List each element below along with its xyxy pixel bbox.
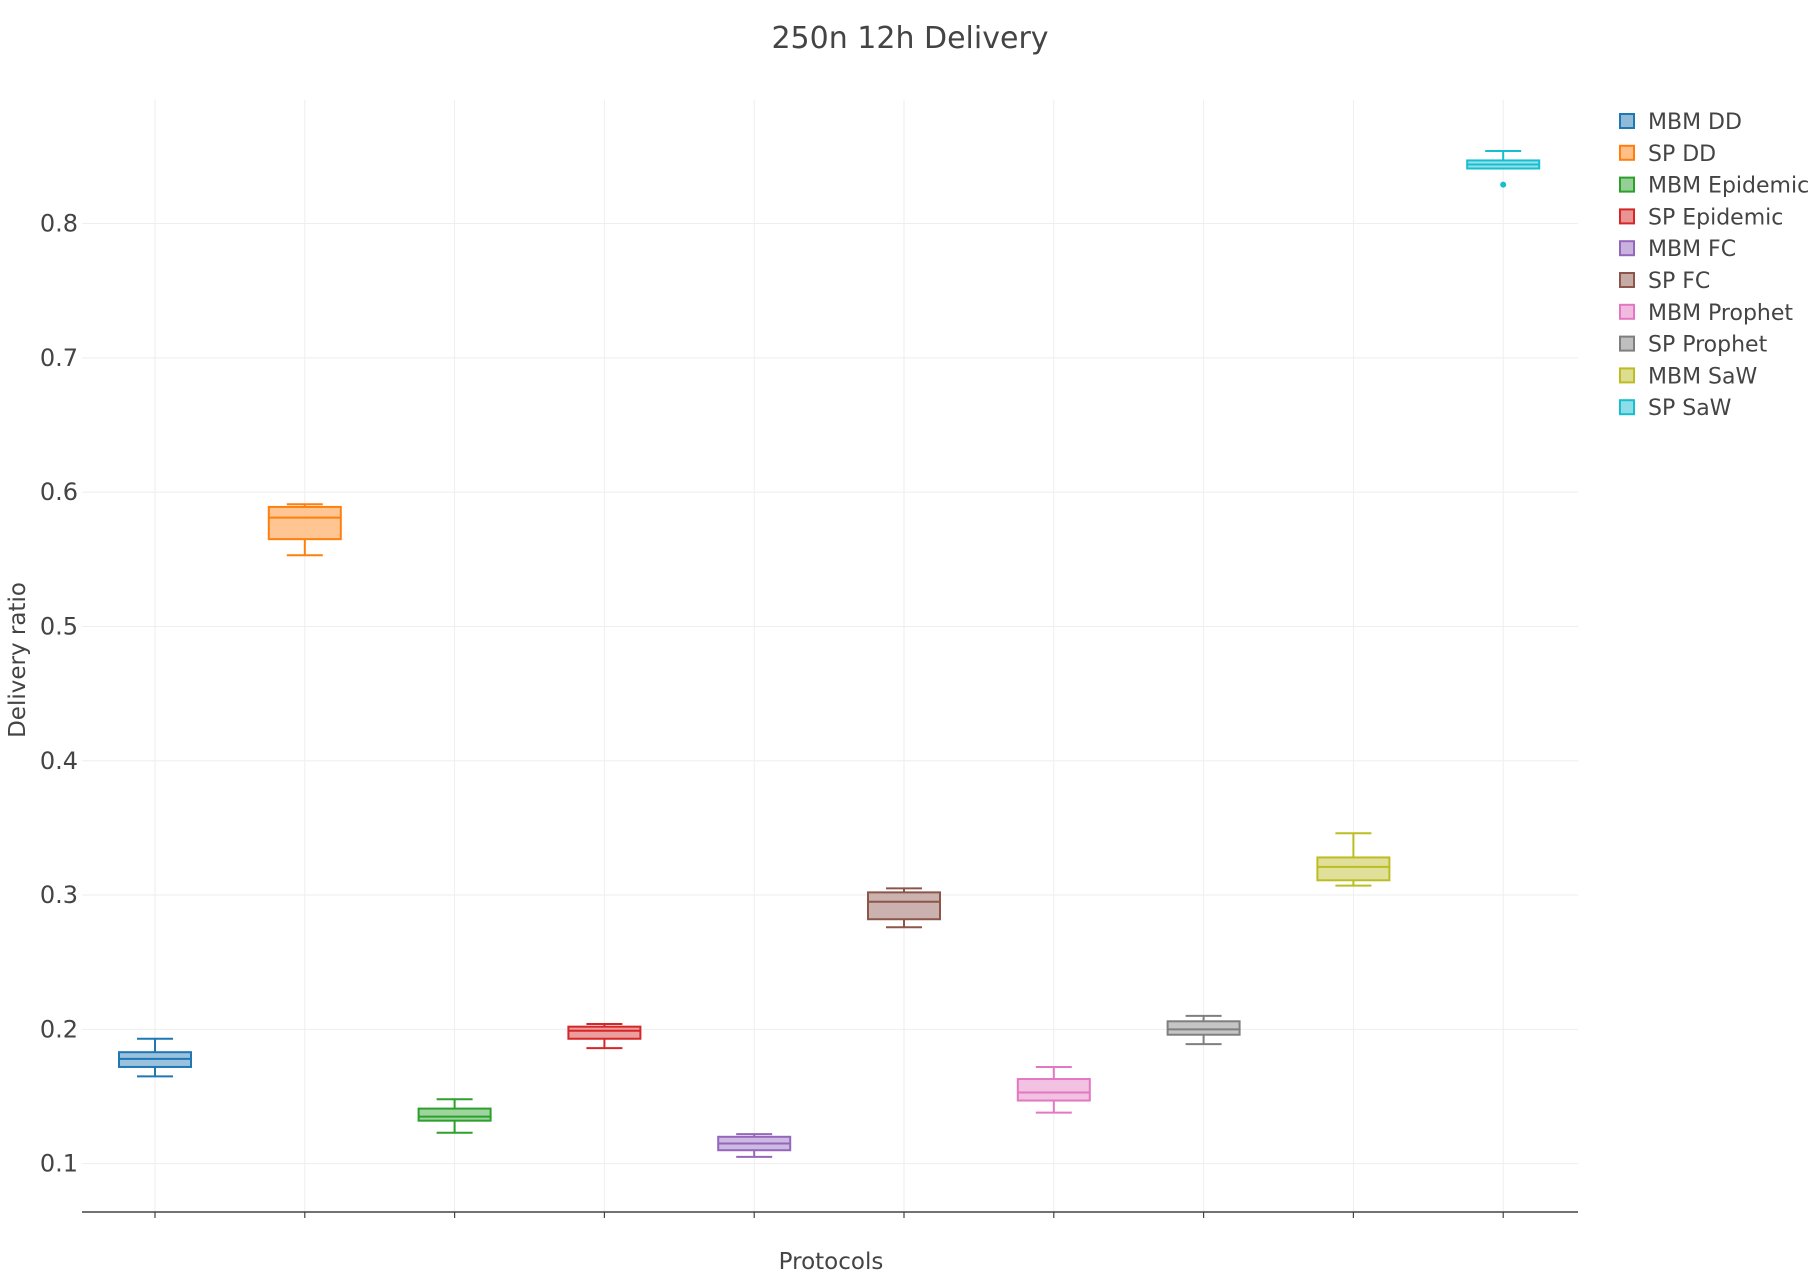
chart-title: 250n 12h Delivery [771,21,1048,56]
legend-item-mbm-fc[interactable]: MBM FC [1619,237,1736,262]
box-sp-epidemic [567,1022,642,1050]
legend-swatch [1619,367,1635,384]
iqr-box [567,1025,642,1040]
outlier-point [1500,181,1507,188]
y-tick-label: 0.2 [40,1015,78,1043]
legend-label: SP Prophet [1648,333,1768,358]
y-tick-label: 0.1 [40,1150,78,1178]
legend-swatch [1619,240,1635,257]
y-tick-label: 0.3 [40,881,78,909]
box-mbm-saw [1316,832,1391,887]
legend-label: MBM DD [1648,110,1742,135]
y-tick-label: 0.6 [40,478,78,506]
box-mbm-prophet [1016,1065,1091,1114]
y-tick-label: 0.8 [40,210,78,238]
legend-item-mbm-prophet[interactable]: MBM Prophet [1619,301,1793,326]
legend-item-sp-prophet[interactable]: SP Prophet [1619,333,1768,358]
y-tick-label: 0.7 [40,344,78,372]
legend-item-mbm-saw[interactable]: MBM SaW [1619,364,1757,389]
legend-swatch [1619,176,1635,193]
legend-swatch [1619,272,1635,288]
box-sp-fc [867,887,941,929]
box-sp-dd [267,503,342,557]
iqr-box [267,505,342,541]
legend-item-mbm-epidemic[interactable]: MBM Epidemic [1619,174,1809,199]
gridlines [82,100,1578,1212]
iqr-box [417,1107,492,1122]
legend-item-sp-dd[interactable]: SP DD [1619,142,1716,167]
iqr-box [1166,1020,1241,1036]
box-mbm-fc [717,1133,792,1158]
legend-swatch [1619,399,1635,416]
legend-label: MBM SaW [1648,364,1757,389]
x-axis-title: Protocols [779,1249,884,1275]
legend-label: SP FC [1648,269,1710,294]
legend-swatch [1619,113,1635,129]
y-tick-label: 0.5 [40,612,78,640]
iqr-box [1316,856,1391,882]
legend-item-sp-saw[interactable]: SP SaW [1619,396,1732,421]
legend-label: SP Epidemic [1648,205,1783,230]
legend-label: MBM FC [1648,237,1736,262]
iqr-box [867,891,941,921]
legend-label: MBM Prophet [1648,301,1793,326]
box-sp-saw [1466,150,1541,188]
legend-swatch [1619,144,1635,161]
legend-label: SP DD [1648,142,1716,167]
box-mbm-dd [118,1037,192,1078]
x-axis-ticks [154,1212,1504,1218]
legend[interactable]: MBM DD SP DD MBM Epidemic SP Epidemic MBM FC… [1619,110,1809,421]
box-plots [118,150,1541,1158]
legend-swatch [1619,303,1635,320]
legend-label: MBM Epidemic [1648,174,1809,199]
legend-item-sp-fc[interactable]: SP FC [1619,269,1710,294]
y-tick-label: 0.4 [40,747,78,775]
box-sp-prophet [1166,1014,1241,1046]
legend-swatch [1619,335,1635,352]
legend-swatch [1619,208,1635,225]
iqr-box [1016,1078,1091,1102]
box-mbm-epidemic [417,1098,492,1134]
y-axis-tick-labels: 0.1 0.2 0.3 0.4 0.5 0.6 0.7 0.8 [40,210,78,1178]
legend-item-mbm-dd[interactable]: MBM DD [1619,110,1742,135]
y-axis-title: Delivery ratio [5,582,31,738]
legend-item-sp-epidemic[interactable]: SP Epidemic [1619,205,1783,230]
legend-label: SP SaW [1648,396,1732,421]
